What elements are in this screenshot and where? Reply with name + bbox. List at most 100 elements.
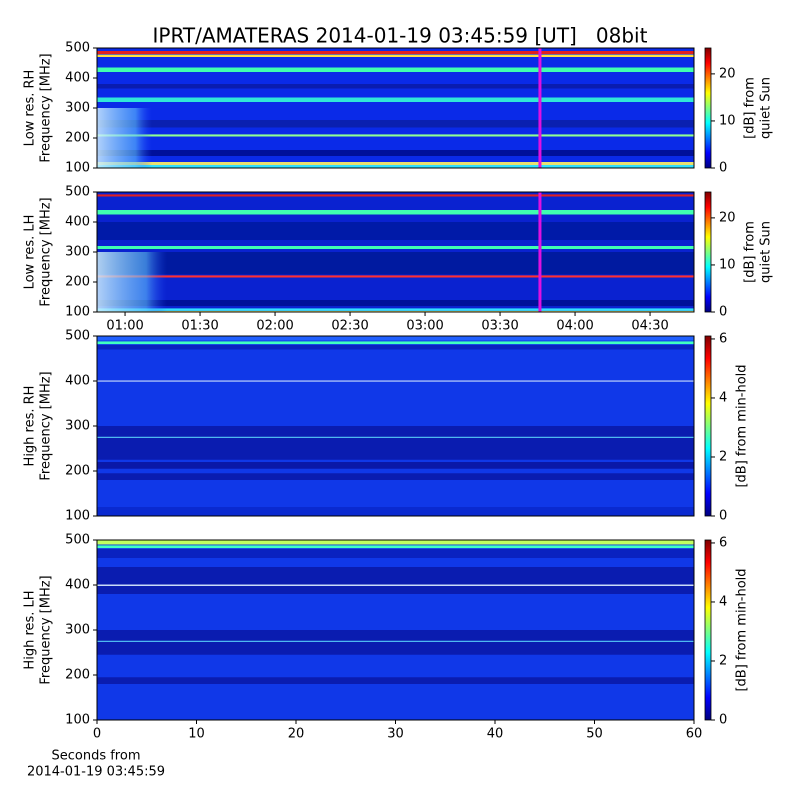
spectral-band bbox=[97, 380, 694, 382]
x-tick-label: 04:00 bbox=[556, 319, 593, 334]
colorbar bbox=[704, 191, 712, 313]
time-marker bbox=[538, 48, 542, 168]
burst-region bbox=[97, 108, 152, 168]
spectral-band bbox=[97, 120, 694, 128]
y-tick-label: 400 bbox=[65, 578, 90, 593]
x-tick-label: 01:00 bbox=[106, 319, 143, 334]
colorbar-label: quiet Sun bbox=[759, 77, 774, 139]
spectral-band bbox=[97, 426, 694, 460]
y-tick-label: 300 bbox=[65, 623, 90, 638]
colorbar-tick-label: 6 bbox=[719, 331, 727, 346]
colorbar-label: [dB] from min-hold bbox=[735, 568, 750, 691]
spectral-band bbox=[97, 584, 694, 586]
spectral-band bbox=[97, 246, 694, 249]
colorbar-label: [dB] from min-hold bbox=[735, 364, 750, 487]
x-tick-label: 20 bbox=[288, 727, 305, 742]
x-tick-label: 01:30 bbox=[181, 319, 218, 334]
y-tick-label: 200 bbox=[65, 275, 90, 290]
spectral-band bbox=[97, 549, 694, 558]
y-tick-label: 400 bbox=[65, 374, 90, 389]
spectral-band bbox=[97, 300, 694, 306]
spectral-band bbox=[97, 150, 694, 156]
spectral-band bbox=[97, 341, 694, 345]
spectral-band bbox=[97, 462, 694, 469]
y-axis-label: Frequency [MHz] bbox=[39, 575, 54, 684]
y-tick-label: 200 bbox=[65, 668, 90, 683]
spectral-band bbox=[97, 630, 694, 655]
spectral-band bbox=[97, 252, 694, 275]
spectral-band bbox=[97, 310, 694, 312]
colorbar-tick-label: 4 bbox=[719, 594, 727, 609]
y-axis-label: Low res. LH bbox=[23, 215, 38, 290]
colorbar-label: quiet Sun bbox=[759, 221, 774, 283]
spectral-band bbox=[97, 165, 694, 168]
spectral-band bbox=[97, 162, 694, 165]
spectral-band bbox=[97, 308, 694, 311]
x-axis-label: 2014-01-19 03:45:59 bbox=[27, 765, 165, 780]
spectral-band bbox=[97, 336, 694, 341]
x-tick-label: 03:30 bbox=[481, 319, 518, 334]
colorbar-tick-label: 10 bbox=[719, 257, 736, 272]
y-tick-label: 100 bbox=[65, 161, 90, 176]
y-tick-label: 500 bbox=[65, 329, 90, 344]
x-tick-label: 02:30 bbox=[331, 319, 368, 334]
y-tick-label: 300 bbox=[65, 245, 90, 260]
y-tick-label: 200 bbox=[65, 464, 90, 479]
colorbar-tick-label: 2 bbox=[719, 449, 727, 464]
spectral-band bbox=[97, 507, 694, 516]
y-tick-label: 300 bbox=[65, 419, 90, 434]
spectral-band bbox=[97, 567, 694, 594]
x-tick-label: 30 bbox=[387, 727, 404, 742]
x-tick-label: 50 bbox=[586, 727, 603, 742]
y-axis-label: Frequency [MHz] bbox=[39, 371, 54, 480]
spectral-band bbox=[97, 436, 694, 438]
y-tick-label: 400 bbox=[65, 71, 90, 86]
spectral-band bbox=[97, 545, 694, 549]
spectral-band bbox=[97, 540, 694, 545]
y-tick-label: 300 bbox=[65, 101, 90, 116]
y-tick-label: 100 bbox=[65, 509, 90, 524]
colorbar bbox=[704, 47, 712, 169]
colorbar-tick-label: 0 bbox=[719, 305, 727, 320]
y-tick-label: 100 bbox=[65, 305, 90, 320]
y-tick-label: 500 bbox=[65, 533, 90, 548]
x-tick-label: 0 bbox=[93, 727, 101, 742]
spectral-band bbox=[97, 473, 694, 480]
x-tick-label: 60 bbox=[686, 727, 703, 742]
y-tick-label: 200 bbox=[65, 131, 90, 146]
y-axis-label: Low res. RH bbox=[23, 70, 38, 147]
time-marker bbox=[538, 192, 542, 312]
y-axis-label: Frequency [MHz] bbox=[39, 53, 54, 162]
colorbar-tick-label: 2 bbox=[719, 653, 727, 668]
colorbar-tick-label: 10 bbox=[719, 113, 736, 128]
spectral-band bbox=[97, 134, 694, 137]
y-axis-label: Frequency [MHz] bbox=[39, 197, 54, 306]
x-tick-label: 02:00 bbox=[256, 319, 293, 334]
colorbar bbox=[704, 539, 712, 721]
y-tick-label: 500 bbox=[65, 41, 90, 56]
x-axis-label: Seconds from bbox=[51, 749, 140, 764]
spectral-band bbox=[97, 275, 694, 278]
spectral-band bbox=[97, 67, 694, 72]
colorbar-label: [dB] from bbox=[743, 77, 758, 139]
chart-title: IPRT/AMATERAS 2014-01-19 03:45:59 [UT] 0… bbox=[153, 24, 648, 48]
colorbar-tick-label: 0 bbox=[719, 713, 727, 728]
spectral-band bbox=[97, 97, 694, 102]
spectral-band bbox=[97, 222, 694, 240]
x-tick-label: 40 bbox=[487, 727, 504, 742]
colorbar-tick-label: 20 bbox=[719, 210, 736, 225]
y-axis-label: High res. LH bbox=[23, 590, 38, 669]
x-tick-label: 03:00 bbox=[406, 319, 443, 334]
x-tick-label: 10 bbox=[188, 727, 205, 742]
y-tick-label: 100 bbox=[65, 713, 90, 728]
colorbar-tick-label: 4 bbox=[719, 390, 727, 405]
x-tick-label: 04:30 bbox=[631, 319, 668, 334]
colorbar-tick-label: 0 bbox=[719, 161, 727, 176]
spectral-band bbox=[97, 194, 694, 197]
spectral-band bbox=[97, 51, 694, 54]
colorbar-tick-label: 20 bbox=[719, 66, 736, 81]
y-tick-label: 400 bbox=[65, 215, 90, 230]
colorbar-tick-label: 6 bbox=[719, 535, 727, 550]
spectral-band bbox=[97, 345, 694, 350]
